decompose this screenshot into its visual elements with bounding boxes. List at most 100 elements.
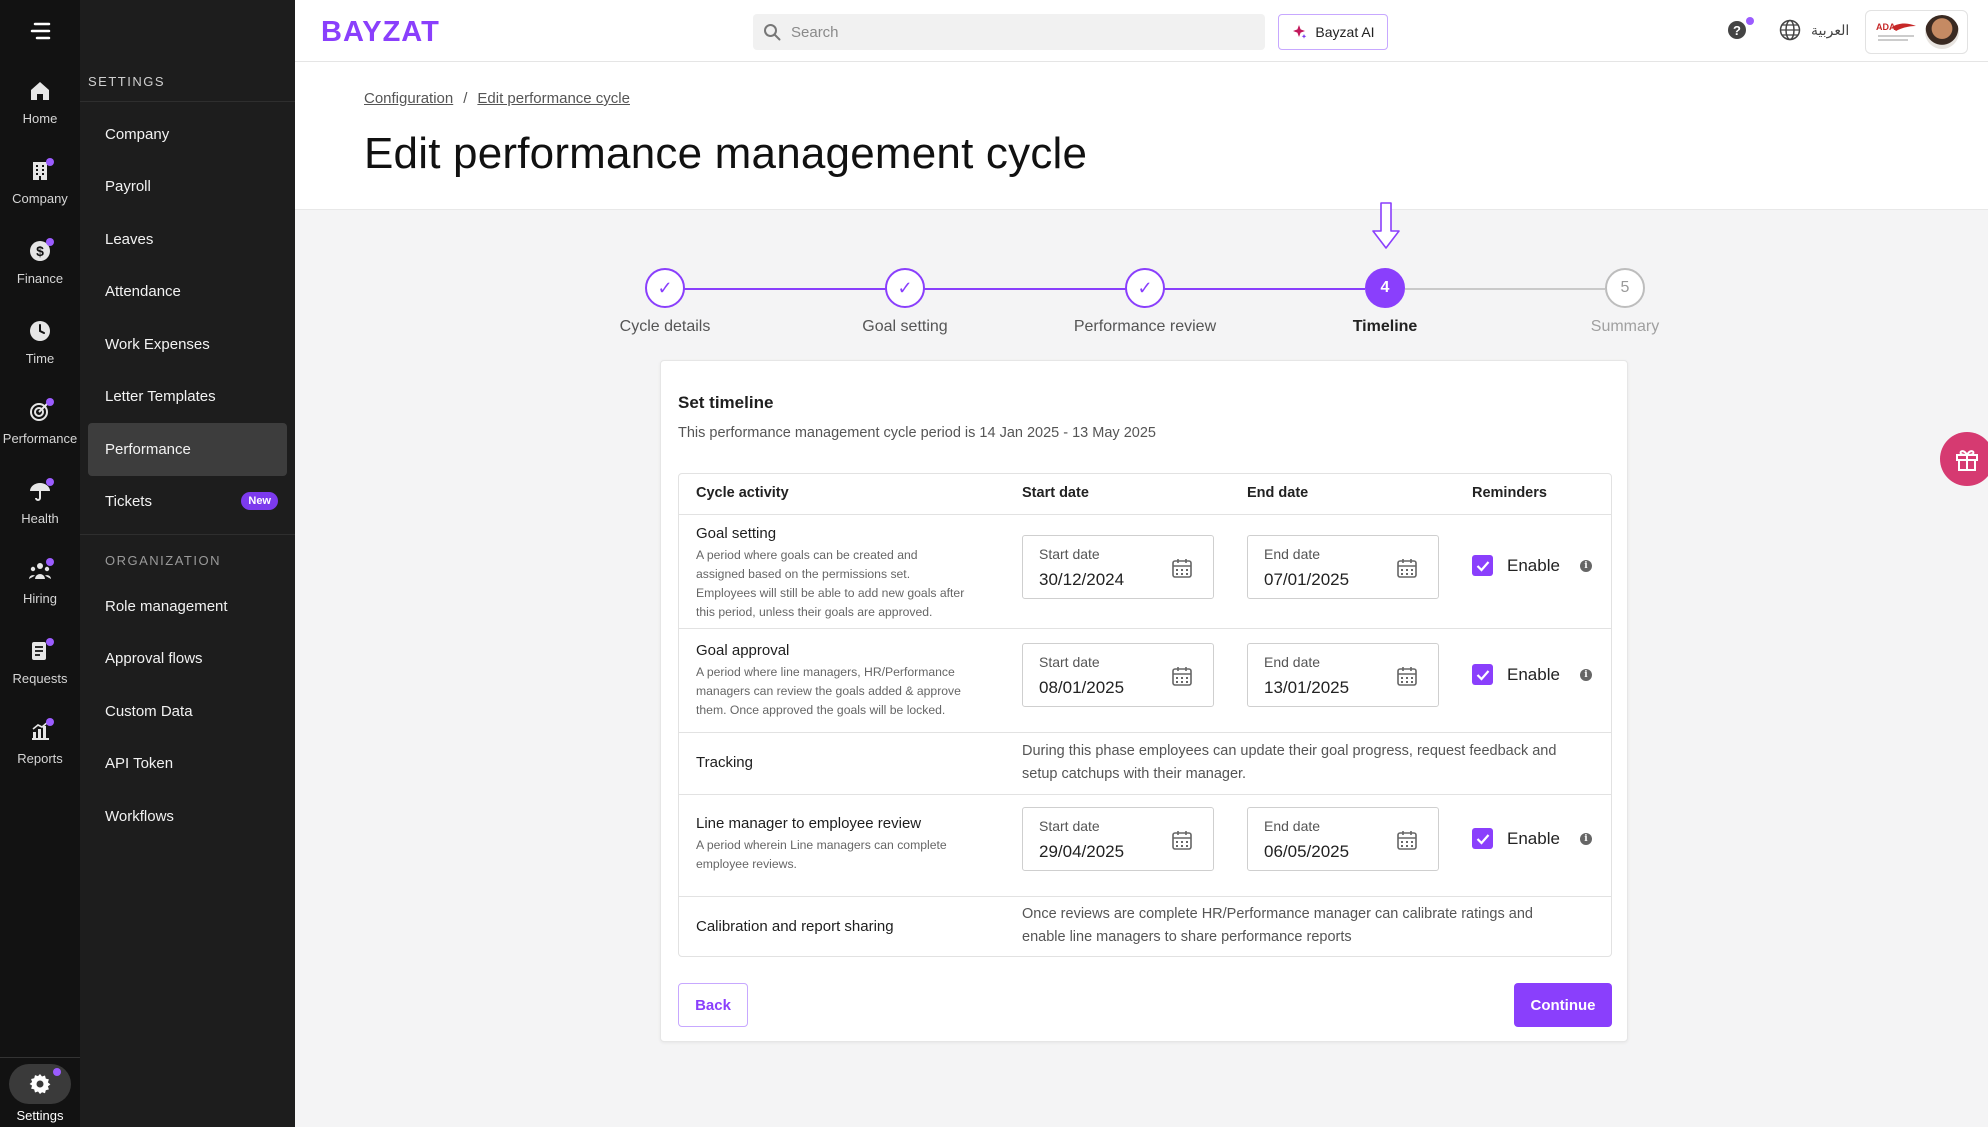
step-timeline[interactable]: 4 Timeline: [1285, 268, 1485, 336]
calendar-icon[interactable]: [1396, 557, 1418, 579]
settings-item-role-management[interactable]: Role management: [88, 580, 287, 633]
step-label: Performance review: [1073, 318, 1217, 335]
settings-item-workflows[interactable]: Workflows: [88, 790, 287, 843]
description-line: A period where line managers, HR/Perform…: [696, 665, 955, 679]
settings-item-work-expenses[interactable]: Work Expenses: [88, 318, 287, 371]
settings-item-label: Attendance: [105, 283, 181, 301]
continue-button[interactable]: Continue: [1514, 983, 1612, 1027]
settings-item-leaves[interactable]: Leaves: [88, 213, 287, 266]
step-label: Goal setting: [862, 318, 948, 335]
checkbox-checked[interactable]: [1472, 664, 1493, 685]
settings-item-label: Performance: [105, 440, 191, 458]
info-icon[interactable]: i: [1579, 559, 1592, 572]
breadcrumb-configuration[interactable]: Configuration: [364, 90, 454, 107]
end-date-field[interactable]: End date 07/01/2025: [1247, 535, 1439, 599]
end-date-field[interactable]: End date 13/01/2025: [1247, 643, 1439, 707]
notification-dot: [1746, 17, 1754, 25]
info-icon[interactable]: i: [1579, 668, 1592, 681]
reminder-label: Enable: [1507, 555, 1560, 575]
back-button[interactable]: Back: [678, 983, 748, 1027]
rail-label: Finance: [16, 270, 64, 286]
calendar-icon[interactable]: [1396, 829, 1418, 851]
umbrella-icon: [30, 482, 50, 501]
rail-time[interactable]: Time: [0, 302, 80, 382]
gift-button[interactable]: [1940, 432, 1988, 486]
checkbox-checked[interactable]: [1472, 828, 1493, 849]
checkbox-checked[interactable]: [1472, 555, 1493, 576]
calendar-icon[interactable]: [1171, 829, 1193, 851]
reminder-toggle[interactable]: Enable i: [1472, 664, 1592, 685]
rail-finance[interactable]: $ Finance: [0, 222, 80, 302]
field-label: Start date: [1039, 818, 1100, 834]
start-date-field[interactable]: Start date 29/04/2025: [1022, 807, 1214, 871]
svg-text:$: $: [36, 243, 44, 259]
activity-name: Line manager to employee review: [696, 815, 922, 832]
step-performance-review[interactable]: ✓ Performance review: [1045, 268, 1245, 336]
rail-label: Company: [12, 190, 68, 206]
language-switcher[interactable]: العربية: [1779, 19, 1849, 41]
reminder-toggle[interactable]: Enable i: [1472, 555, 1592, 576]
settings-item-payroll[interactable]: Payroll: [88, 161, 287, 214]
rail-label: Reports: [17, 750, 63, 766]
rail-performance[interactable]: Performance: [0, 382, 80, 462]
calendar-icon[interactable]: [1171, 665, 1193, 687]
help-icon[interactable]: ?: [1727, 20, 1747, 40]
end-date-field[interactable]: End date 06/05/2025: [1247, 807, 1439, 871]
hamburger-icon: [30, 22, 51, 40]
info-icon[interactable]: i: [1579, 832, 1592, 845]
rail-company[interactable]: Company: [0, 142, 80, 222]
bayzat-logo[interactable]: BAYZAT: [321, 16, 440, 48]
svg-text:?: ?: [1733, 23, 1741, 38]
start-date-field[interactable]: Start date 30/12/2024: [1022, 535, 1214, 599]
rail-health[interactable]: Health: [0, 462, 80, 542]
settings-item-label: Custom Data: [105, 702, 193, 720]
step-label: Cycle details: [619, 318, 711, 335]
rail-settings[interactable]: Settings: [0, 1057, 80, 1127]
step-summary[interactable]: 5 Summary: [1525, 268, 1725, 336]
start-date-field[interactable]: Start date 08/01/2025: [1022, 643, 1214, 707]
reminder-toggle[interactable]: Enable i: [1472, 828, 1592, 849]
rail-label: Settings: [16, 1108, 64, 1123]
field-value: 07/01/2025: [1264, 570, 1350, 589]
notification-dot: [46, 158, 54, 166]
step-cycle-details[interactable]: ✓ Cycle details: [565, 268, 765, 336]
settings-item-custom-data[interactable]: Custom Data: [88, 685, 287, 738]
settings-item-tickets[interactable]: Tickets New: [88, 476, 287, 529]
settings-item-company[interactable]: Company: [88, 108, 287, 161]
cycle-period-text: This performance management cycle period…: [678, 425, 1156, 441]
reminder-label: Enable: [1507, 664, 1560, 684]
phase-note: Once reviews are complete HR/Performance…: [1022, 903, 1602, 949]
field-value: 08/01/2025: [1039, 678, 1125, 697]
step-goal-setting[interactable]: ✓ Goal setting: [805, 268, 1005, 336]
rail-hiring[interactable]: Hiring: [0, 542, 80, 622]
calendar-icon[interactable]: [1171, 557, 1193, 579]
table-row: Calibration and report sharing Once revi…: [679, 896, 1611, 956]
column-header: Cycle activity: [696, 485, 789, 501]
rail-reports[interactable]: Reports: [0, 702, 80, 782]
clipboard-icon: [32, 641, 46, 660]
settings-item-attendance[interactable]: Attendance: [88, 266, 287, 319]
new-badge: New: [241, 491, 278, 510]
search-placeholder: Search: [791, 23, 839, 41]
settings-item-letter-templates[interactable]: Letter Templates: [88, 371, 287, 424]
breadcrumb-edit-performance-cycle[interactable]: Edit performance cycle: [477, 90, 630, 107]
account-menu[interactable]: ADA: [1865, 10, 1968, 54]
settings-item-api-token[interactable]: API Token: [88, 738, 287, 791]
people-icon: [29, 562, 51, 579]
step-label: Summary: [1590, 318, 1660, 335]
globe-icon: [1779, 19, 1801, 41]
settings-item-approval-flows[interactable]: Approval flows: [88, 633, 287, 686]
column-header: End date: [1247, 485, 1309, 501]
note-line: Once reviews are complete HR/Performance…: [1022, 906, 1533, 922]
settings-item-performance[interactable]: Performance: [88, 423, 287, 476]
rail-requests[interactable]: Requests: [0, 622, 80, 702]
menu-toggle[interactable]: [0, 0, 80, 62]
timeline-card: Set timeline This performance management…: [660, 360, 1628, 1042]
rail-home[interactable]: Home: [0, 62, 80, 142]
search-input[interactable]: Search: [753, 14, 1265, 50]
bayzat-ai-button[interactable]: Bayzat AI: [1278, 14, 1388, 50]
notification-dot: [46, 478, 54, 486]
divider: [80, 534, 295, 535]
calendar-icon[interactable]: [1396, 665, 1418, 687]
settings-item-label: Role management: [105, 597, 228, 615]
